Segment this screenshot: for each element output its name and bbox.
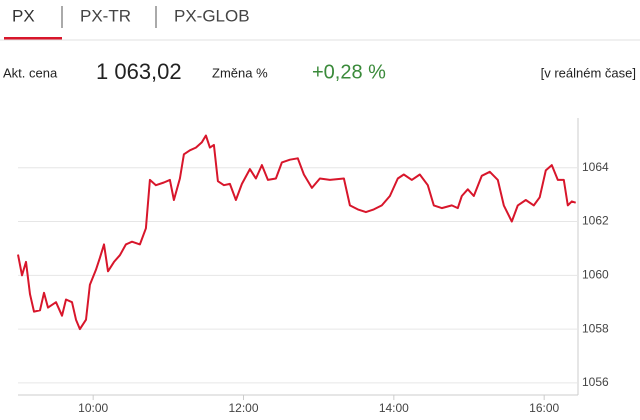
y-tick-label: 1058 bbox=[582, 321, 609, 335]
x-tick-label: 12:00 bbox=[228, 401, 258, 415]
x-tick-label: 16:00 bbox=[529, 401, 559, 415]
change: +0,28 % bbox=[312, 61, 386, 83]
y-tick-label: 1060 bbox=[582, 267, 609, 281]
tab[interactable]: PX-TR bbox=[80, 6, 131, 25]
price: 1 063,02 bbox=[96, 59, 182, 84]
tab[interactable]: PX-GLOB bbox=[174, 6, 250, 25]
x-tick-label: 10:00 bbox=[78, 401, 108, 415]
tab[interactable]: PX bbox=[12, 6, 35, 25]
price-line bbox=[17, 134, 577, 331]
y-tick-label: 1064 bbox=[582, 160, 609, 174]
realtime-note: [v reálném čase] bbox=[541, 65, 636, 80]
y-tick-label: 1062 bbox=[582, 214, 609, 228]
y-tick-label: 1056 bbox=[582, 375, 609, 389]
change-label: Změna % bbox=[212, 65, 268, 80]
tab-indicator bbox=[4, 37, 62, 40]
x-tick-label: 14:00 bbox=[379, 401, 409, 415]
price-label: Akt. cena bbox=[3, 65, 58, 80]
